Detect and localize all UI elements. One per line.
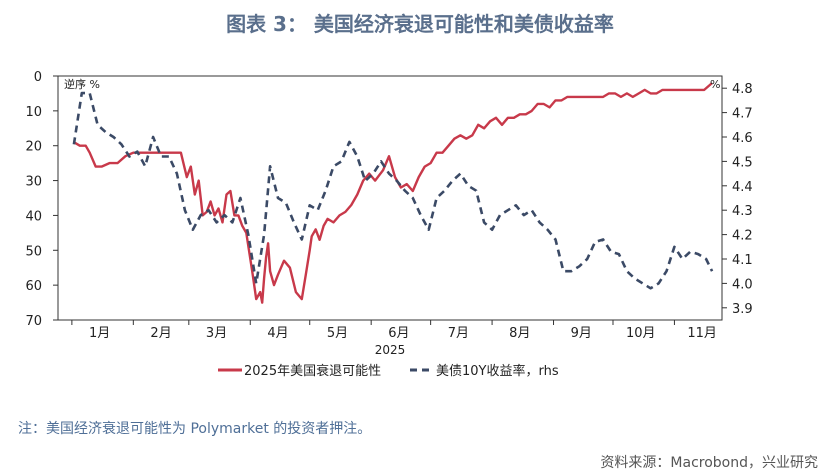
x-tick-label: 9月 xyxy=(571,326,592,341)
left-tick-label: 10 xyxy=(25,105,42,120)
right-tick-label: 4.0 xyxy=(732,277,753,292)
recession-probability-line xyxy=(73,82,713,304)
treasury-yield-line xyxy=(72,91,714,290)
right-tick-label: 4.3 xyxy=(732,204,753,219)
chart-title: 图表 3： 美国经济衰退可能性和美债收益率 xyxy=(226,12,614,36)
chart-note: 注：美国经济衰退可能性为 Polymarket 的投资者押注。 xyxy=(18,421,372,437)
legend-label-yield: 美债10Y收益率，rhs xyxy=(436,363,559,379)
right-tick-label: 4.2 xyxy=(732,229,753,244)
x-tick-label: 5月 xyxy=(327,326,348,341)
x-tick-label: 7月 xyxy=(448,326,469,341)
right-tick-label: 4.6 xyxy=(732,131,753,146)
x-tick-label: 3月 xyxy=(206,326,227,341)
x-tick-label: 1月 xyxy=(89,326,110,341)
right-tick-label: 4.4 xyxy=(732,180,753,195)
left-tick-label: 70 xyxy=(25,314,42,329)
chart-source: 资料来源：Macrobond，兴业研究 xyxy=(600,455,818,471)
left-tick-label: 0 xyxy=(34,70,42,85)
left-tick-label: 30 xyxy=(25,175,42,190)
left-tick-label: 50 xyxy=(25,244,42,259)
x-tick-label: 6月 xyxy=(388,326,409,341)
x-tick-label: 11月 xyxy=(687,326,717,341)
right-axis-label: % xyxy=(710,78,720,91)
legend-label-recession: 2025年美国衰退可能性 xyxy=(244,363,381,379)
x-tick-label: 4月 xyxy=(267,326,288,341)
x-tick-label: 2月 xyxy=(150,326,171,341)
right-tick-label: 4.1 xyxy=(732,253,753,268)
left-tick-label: 60 xyxy=(25,279,42,294)
right-tick-label: 4.5 xyxy=(732,155,753,170)
right-tick-label: 3.9 xyxy=(732,302,753,317)
x-tick-label: 8月 xyxy=(509,326,530,341)
left-tick-label: 40 xyxy=(25,209,42,224)
x-tick-label: 10月 xyxy=(626,326,656,341)
x-axis-label: 2025 xyxy=(375,343,406,357)
left-tick-label: 20 xyxy=(25,140,42,155)
left-axis-label: 逆序 % xyxy=(64,77,100,91)
right-tick-label: 4.7 xyxy=(732,107,753,122)
plot-frame xyxy=(57,75,723,321)
right-tick-label: 4.8 xyxy=(732,82,753,97)
